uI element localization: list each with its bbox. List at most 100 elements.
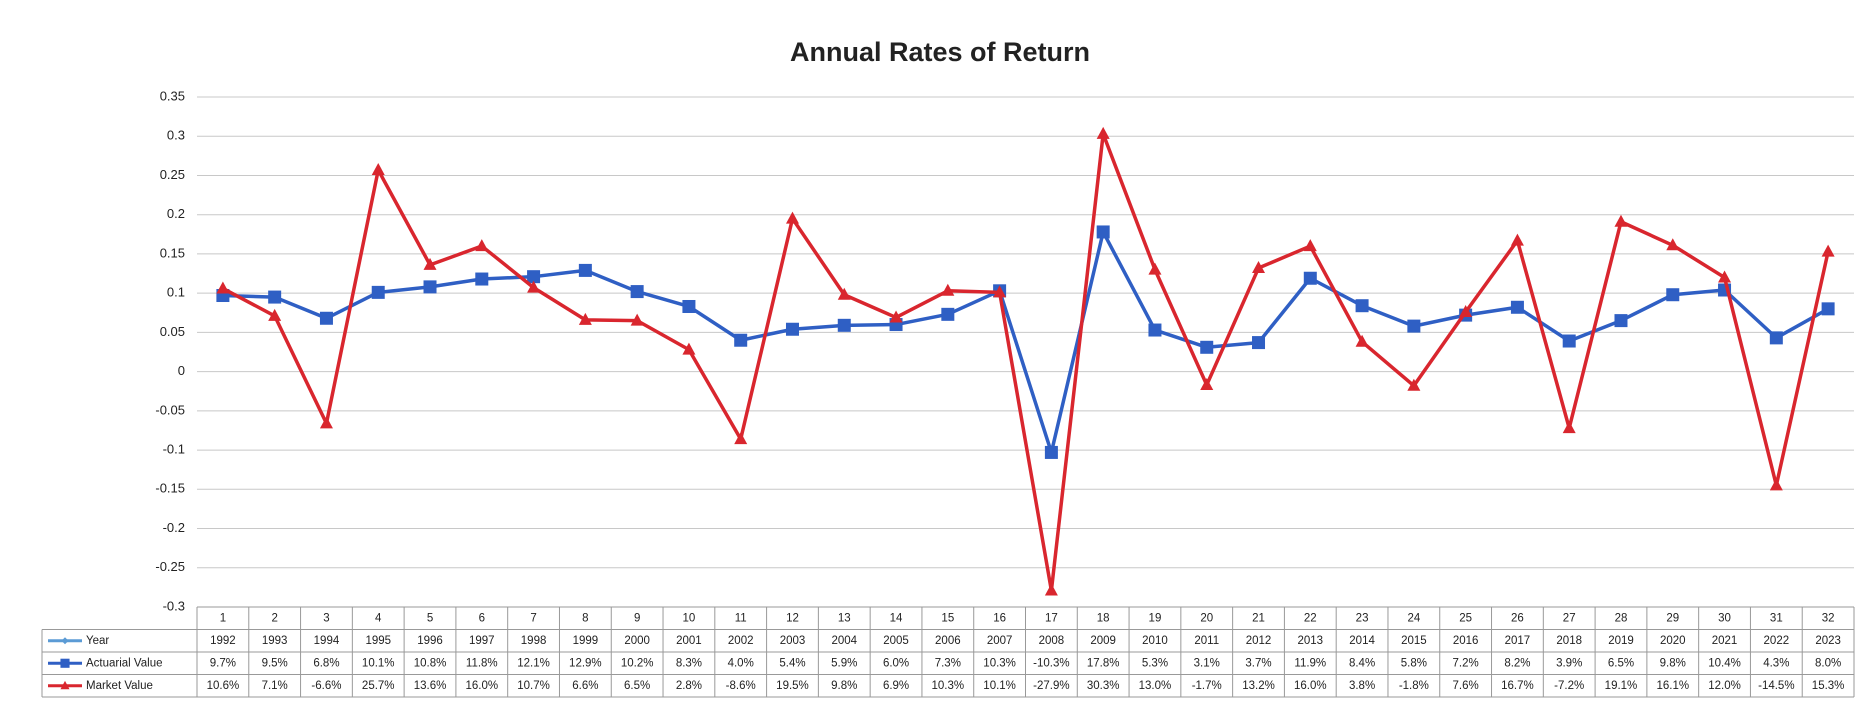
- table-cell: 6.5%: [624, 680, 650, 692]
- table-cell: 2008: [1039, 635, 1065, 647]
- x-tick-label: 31: [1770, 612, 1783, 624]
- table-cell: 5.3%: [1142, 657, 1168, 669]
- table-cell: 1997: [469, 635, 495, 647]
- table-cell: -10.3%: [1033, 657, 1069, 669]
- marker: [578, 312, 592, 325]
- table-cell: 13.0%: [1139, 680, 1172, 692]
- table-cell: 10.7%: [517, 680, 550, 692]
- marker: [993, 285, 1007, 298]
- table-cell: 10.2%: [621, 657, 654, 669]
- marker: [1666, 288, 1680, 302]
- marker: [1562, 334, 1576, 348]
- marker: [1355, 334, 1369, 347]
- table-cell: 6.0%: [883, 657, 909, 669]
- table-cell: -27.9%: [1033, 680, 1069, 692]
- marker: [1096, 225, 1110, 239]
- marker: [1614, 214, 1628, 227]
- y-tick-label: 0.15: [160, 245, 185, 260]
- marker: [1407, 378, 1421, 391]
- table-cell: 3.7%: [1245, 657, 1271, 669]
- x-tick-label: 26: [1511, 612, 1524, 624]
- table-cell: 6.9%: [883, 680, 909, 692]
- table-cell: 16.7%: [1501, 680, 1534, 692]
- table-cell: 8.4%: [1349, 657, 1375, 669]
- table-cell: 16.0%: [465, 680, 498, 692]
- marker: [1200, 340, 1214, 354]
- table-cell: 2014: [1349, 635, 1375, 647]
- marker: [216, 281, 230, 294]
- table-cell: 1996: [417, 635, 443, 647]
- table-cell: -7.2%: [1554, 680, 1584, 692]
- table-cell: 2005: [883, 635, 909, 647]
- x-tick-label: 29: [1666, 612, 1679, 624]
- marker: [682, 299, 696, 313]
- table-cell: 2010: [1142, 635, 1168, 647]
- x-tick-label: 10: [683, 612, 696, 624]
- y-tick-label: 0.1: [167, 285, 185, 300]
- table-cell: 7.1%: [262, 680, 288, 692]
- y-tick-label: -0.05: [155, 402, 185, 417]
- y-tick-label: -0.1: [163, 442, 185, 457]
- x-tick-label: 7: [530, 612, 536, 624]
- marker: [1718, 270, 1732, 283]
- marker: [1096, 126, 1110, 139]
- table-cell: 2001: [676, 635, 702, 647]
- x-tick-label: 3: [323, 612, 329, 624]
- table-cell: 5.9%: [831, 657, 857, 669]
- x-tick-label: 6: [479, 612, 485, 624]
- table-cell: 2012: [1246, 635, 1272, 647]
- table-cell: 19.1%: [1605, 680, 1638, 692]
- x-tick-label: 32: [1822, 612, 1835, 624]
- marker: [423, 257, 437, 270]
- marker: [1303, 239, 1317, 252]
- table-cell: 8.0%: [1815, 657, 1841, 669]
- x-tick-label: 13: [838, 612, 851, 624]
- x-tick-label: 17: [1045, 612, 1058, 624]
- marker: [1252, 261, 1266, 274]
- table-cell: 7.2%: [1453, 657, 1479, 669]
- table-cell: 2011: [1194, 635, 1219, 647]
- table-cell: 2013: [1298, 635, 1324, 647]
- marker: [630, 285, 644, 299]
- table-cell: 6.6%: [572, 680, 598, 692]
- table-cell: 16.0%: [1294, 680, 1327, 692]
- marker: [734, 432, 748, 445]
- table-cell: 15.3%: [1812, 680, 1845, 692]
- y-tick-label: 0.35: [160, 88, 185, 103]
- x-tick-label: 20: [1200, 612, 1213, 624]
- x-tick-label: 22: [1304, 612, 1317, 624]
- x-tick-label: 23: [1356, 612, 1369, 624]
- marker: [941, 307, 955, 321]
- x-tick-label: 14: [890, 612, 903, 624]
- marker: [1200, 377, 1214, 390]
- table-cell: 9.7%: [210, 657, 236, 669]
- table-cell: 3.8%: [1349, 680, 1375, 692]
- x-tick-label: 11: [735, 612, 747, 624]
- table-cell: 2021: [1712, 635, 1738, 647]
- marker: [785, 322, 799, 336]
- table-cell: 9.8%: [831, 680, 857, 692]
- marker: [837, 287, 851, 300]
- table-cell: 3.1%: [1194, 657, 1220, 669]
- marker: [1407, 319, 1421, 333]
- marker: [734, 333, 748, 347]
- marker: [1252, 336, 1266, 350]
- table-cell: 19.5%: [776, 680, 809, 692]
- marker: [1510, 300, 1524, 314]
- table-cell: -6.6%: [311, 680, 341, 692]
- marker: [1821, 244, 1835, 257]
- table-cell: 8.3%: [676, 657, 702, 669]
- table-cell: 12.0%: [1708, 680, 1741, 692]
- table-cell: 1999: [573, 635, 599, 647]
- marker: [475, 272, 489, 286]
- table-cell: 12.1%: [517, 657, 550, 669]
- marker: [371, 162, 385, 175]
- marker: [1459, 304, 1473, 317]
- marker: [1510, 233, 1524, 246]
- table-cell: 9.5%: [262, 657, 288, 669]
- table-cell: 10.6%: [207, 680, 240, 692]
- y-tick-label: -0.15: [155, 481, 185, 496]
- plot-area: [216, 126, 1835, 596]
- marker: [630, 313, 644, 326]
- marker: [1303, 271, 1317, 285]
